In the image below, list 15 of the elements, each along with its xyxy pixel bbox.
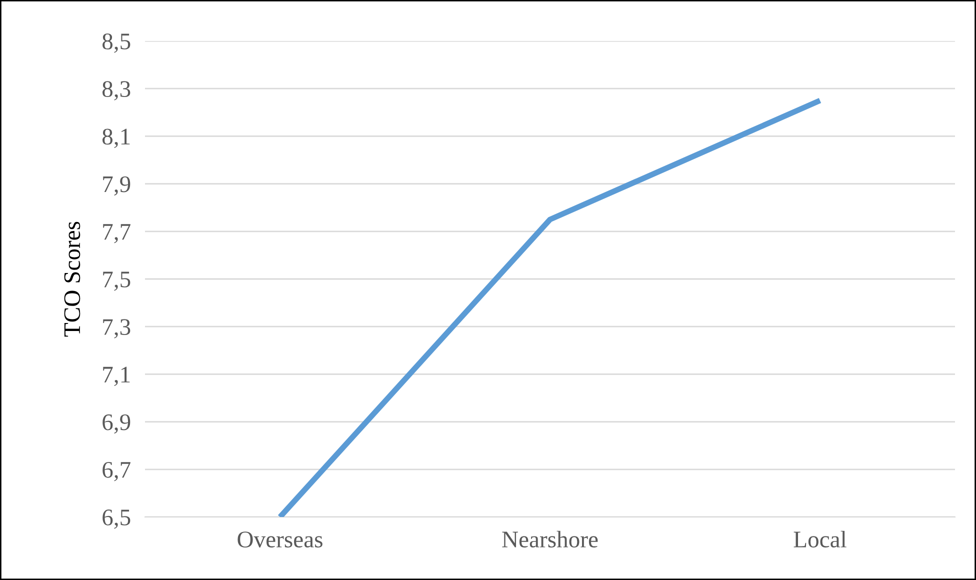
y-tick-label: 6,9 [102, 414, 130, 434]
y-tick-label: 6,5 [102, 510, 130, 529]
y-tick-label: 7,1 [103, 366, 130, 386]
y-tick-label: 8,3 [102, 81, 130, 100]
y-axis-title: TCO Scores [64, 222, 80, 337]
x-tick-label: Nearshore [502, 530, 598, 548]
y-tick-label: 6,7 [102, 462, 130, 482]
y-tick-label: 7,5 [103, 272, 130, 291]
y-tick-label: 8,1 [102, 128, 130, 148]
y-tick-label: 8,5 [102, 33, 130, 53]
y-tick-label: 7,9 [103, 176, 130, 196]
y-tick-label: 7,3 [103, 319, 130, 338]
x-tick-label: Overseas [238, 532, 322, 548]
x-tick-label: Local [794, 530, 846, 548]
y-tick-label: 7,7 [103, 224, 130, 244]
